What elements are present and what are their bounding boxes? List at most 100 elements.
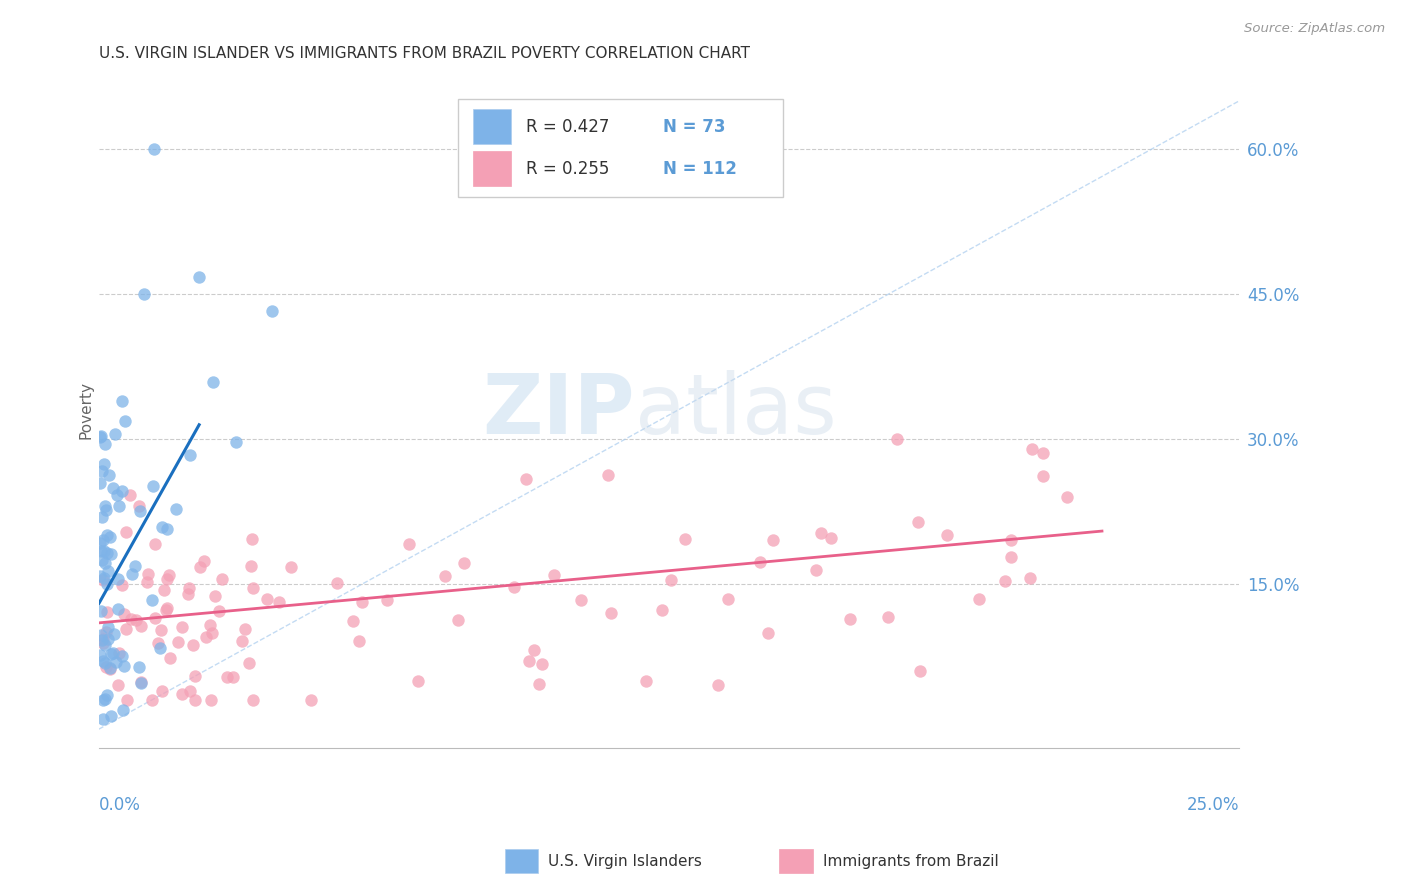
Point [166,635,188,649]
Point [673,532,696,546]
Point [598,468,620,483]
Point [200,693,222,707]
Point [375,592,398,607]
Point [111,484,134,499]
Point [221,670,243,684]
Point [94,499,117,513]
Point [90,552,112,566]
Point [159,650,181,665]
Point [93,571,115,585]
Point [128,499,150,513]
Point [108,646,131,660]
Point [103,481,125,495]
Point [115,524,138,539]
Point [299,693,322,707]
Point [134,287,156,301]
Point [100,661,122,675]
Point [600,607,623,621]
Point [165,502,187,516]
Point [350,595,373,609]
Point [238,656,260,670]
Point [91,533,114,547]
Point [103,626,125,640]
Point [634,673,657,688]
Point [179,683,201,698]
Point [100,547,122,561]
Point [150,623,173,637]
Text: Source: ZipAtlas.com: Source: ZipAtlas.com [1244,22,1385,36]
Point [125,613,148,627]
Point [152,582,174,597]
Text: N = 73: N = 73 [664,118,725,136]
Point [1032,446,1054,460]
Point [756,626,779,640]
Point [155,603,177,617]
Point [94,656,117,670]
Point [111,393,134,408]
Point [530,657,553,672]
Point [519,655,541,669]
Point [89,430,111,444]
Point [93,543,115,558]
Point [135,574,157,589]
Point [194,630,217,644]
Point [148,636,170,650]
Point [240,559,263,574]
Point [104,656,127,670]
Y-axis label: Poverty: Poverty [79,381,93,439]
Point [94,437,117,451]
Point [523,643,546,657]
Point [141,593,163,607]
Text: R = 0.427: R = 0.427 [526,118,610,136]
Text: 0.0%: 0.0% [98,796,141,814]
Point [91,464,114,478]
Text: ZIP: ZIP [482,370,634,450]
Point [115,693,138,707]
Point [188,559,211,574]
Point [156,601,179,615]
Point [143,537,166,551]
Point [184,669,207,683]
Point [96,528,118,542]
Point [107,601,129,615]
Point [128,660,150,674]
Point [96,625,118,640]
Point [91,713,114,727]
Point [515,472,537,486]
Point [342,614,364,628]
Point [129,674,152,689]
Point [762,533,785,547]
Point [256,592,278,607]
Point [93,632,115,646]
Point [98,530,121,544]
Point [201,626,224,640]
Point [104,427,127,442]
Point [100,647,122,661]
Point [94,503,117,517]
Point [97,632,120,647]
Text: 25.0%: 25.0% [1187,796,1239,814]
Point [89,648,111,662]
Point [90,604,112,618]
Point [100,709,122,723]
Point [651,603,673,617]
Point [177,581,200,595]
Point [201,375,224,389]
Point [93,693,115,707]
Point [131,675,153,690]
Point [98,662,121,676]
Point [90,544,112,558]
Point [93,636,115,650]
Point [936,528,959,542]
Point [1021,442,1043,456]
Point [96,577,118,591]
Point [717,591,740,606]
Point [748,555,770,569]
Point [886,432,908,446]
Point [877,609,900,624]
Point [502,580,524,594]
Point [142,142,165,156]
Point [89,536,111,550]
Point [111,578,134,592]
Point [242,581,264,595]
